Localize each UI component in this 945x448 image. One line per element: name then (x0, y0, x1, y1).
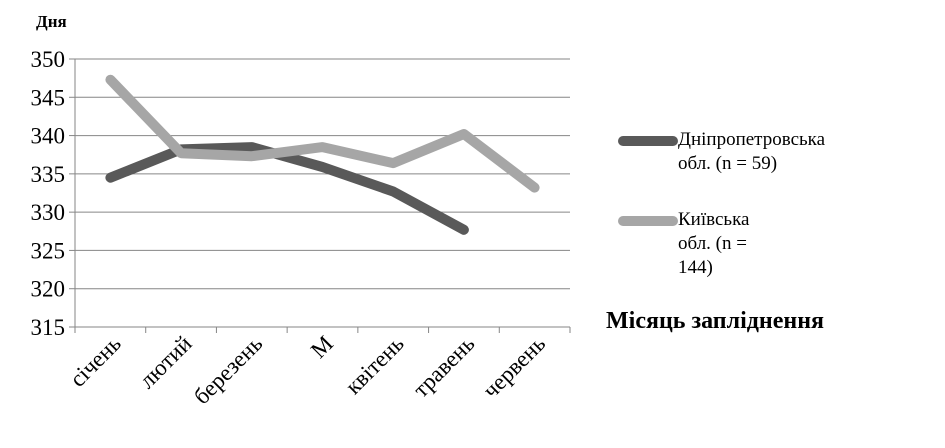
x-tick-label-4: квітень (341, 331, 409, 399)
axes (69, 58, 571, 333)
series-lines (105, 74, 540, 235)
gridlines (75, 58, 570, 290)
y-tick-label-4: 335 (31, 162, 66, 187)
legend-label-dnipro: Дніпропетровська обл. (n = 59) (678, 129, 826, 174)
legend-swatch-kyiv (618, 216, 678, 226)
y-tick-label-1: 320 (31, 277, 66, 302)
x-tick-label-1: лютий (134, 331, 196, 393)
y-tick-label-7: 350 (31, 47, 66, 72)
x-tick-label-6: червень (478, 331, 550, 403)
y-tick-label-2: 325 (31, 238, 66, 263)
y-tick-label-3: 330 (31, 200, 66, 225)
x-tick-label-0: січень (65, 331, 126, 392)
series-line-0 (105, 142, 469, 235)
y-axis-label: Дня (36, 12, 67, 31)
y-tick-label-5: 340 (31, 124, 66, 149)
legend-swatch-dnipro (618, 136, 678, 146)
x-axis-label: Місяць запліднення (606, 308, 825, 334)
legend-label-kyiv: Київська обл. (n = 144) (678, 209, 750, 278)
y-tick-label-6: 345 (31, 85, 66, 110)
x-tick-label-3: М (306, 331, 338, 363)
series-line-1 (105, 74, 540, 193)
x-tick-label-5: травень (408, 331, 479, 402)
y-tick-label-0: 315 (31, 315, 66, 340)
y-tick-labels: 315 320 325 330 335 340 345 350 (31, 47, 66, 340)
x-tick-label-2: березень (189, 331, 267, 409)
